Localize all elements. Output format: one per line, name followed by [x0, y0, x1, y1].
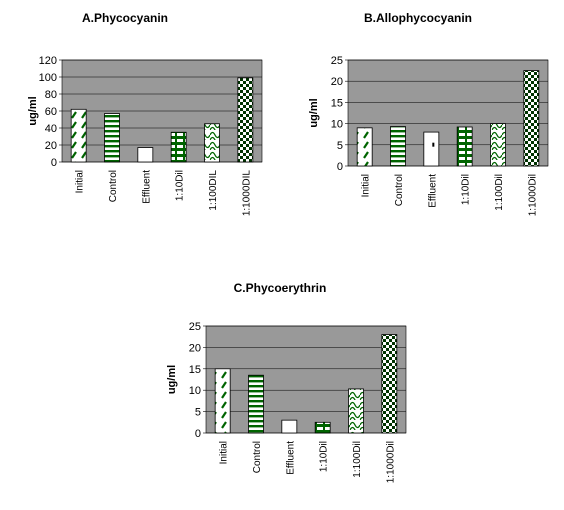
y-tick-label: 5 — [337, 140, 343, 152]
chart-title: C.Phycoerythrin — [234, 281, 327, 295]
y-tick-label: 0 — [51, 157, 57, 169]
bar-initial — [70, 108, 87, 163]
x-tick-label: Control — [108, 170, 119, 202]
bar-control — [390, 126, 406, 167]
bar-110dil — [456, 126, 473, 167]
x-tick-label: 1:1000DIL — [241, 170, 252, 217]
x-tick-label: 1:100Dil — [352, 441, 363, 478]
x-tick-label: Effluent — [285, 441, 296, 475]
x-tick-label: 1:1000Dil — [385, 441, 396, 483]
bar-effluent — [423, 131, 440, 167]
y-tick-label: 60 — [45, 106, 57, 118]
x-tick-label: Effluent — [427, 174, 438, 208]
bar-control — [248, 374, 264, 434]
bar-11000dil — [237, 77, 254, 163]
x-tick-label: 1:1000Dil — [527, 174, 538, 216]
y-tick-label: 0 — [195, 428, 201, 440]
y-axis-label: ug/ml — [166, 365, 178, 394]
x-tick-label: Initial — [219, 441, 230, 464]
chart-c-panel: C.Phycoerythrin 0 5 10 15 20 25 ug/ml Initial Con… — [140, 270, 422, 510]
bar-control — [104, 113, 120, 163]
x-tick-label: 1:10Dil — [175, 170, 186, 201]
chart-c: C.Phycoerythrin 0 5 10 15 20 25 ug/ml Initial Con… — [166, 281, 407, 483]
y-tick-label: 10 — [189, 385, 201, 397]
y-tick-label: 5 — [195, 407, 201, 419]
y-tick-label: 25 — [189, 321, 201, 333]
x-tick-label: 1:100DIL — [208, 170, 219, 211]
bar-initial — [356, 127, 373, 167]
y-tick-label: 20 — [45, 140, 57, 152]
x-tick-label: 1:10Dil — [319, 441, 330, 472]
x-tick-label: Control — [252, 441, 263, 473]
bar-effluent — [137, 147, 154, 163]
y-axis-label: ug/ml — [27, 96, 39, 125]
y-tick-label: 15 — [331, 97, 343, 109]
plot-area — [205, 325, 407, 434]
bar-1100dil — [490, 123, 506, 167]
x-tick-label: Effluent — [141, 170, 152, 204]
y-axis-label: ug/ml — [308, 98, 320, 127]
chart-a-panel: A.Phycocyanin 0 20 40 60 80 100 120 ug/ml Initial… — [0, 0, 282, 240]
y-tick-label: 0 — [337, 161, 343, 173]
y-tick-label: 20 — [331, 76, 343, 88]
bar-1100dil — [204, 123, 220, 163]
chart-title: A.Phycocyanin — [82, 11, 168, 25]
bar-110dil — [314, 421, 331, 434]
y-tick-label: 15 — [189, 364, 201, 376]
x-tick-label: Initial — [361, 174, 372, 197]
bar-initial — [214, 368, 231, 434]
bar-11000dil — [381, 334, 398, 434]
y-tick-label: 20 — [189, 342, 201, 354]
chart-b: B.Allophycocyanin 0 5 10 15 20 25 ug/ml Initial C… — [308, 11, 549, 216]
bar-11000dil — [523, 70, 540, 167]
bar-1100dil — [348, 388, 364, 434]
y-tick-label: 120 — [39, 55, 57, 67]
bar-marker — [432, 142, 435, 147]
chart-title: B.Allophycocyanin — [364, 11, 472, 25]
plot-area — [347, 59, 549, 167]
x-tick-label: Initial — [75, 170, 86, 193]
y-tick-label: 100 — [39, 72, 57, 84]
y-tick-label: 80 — [45, 89, 57, 101]
bar-110dil — [170, 131, 187, 163]
x-tick-label: Control — [394, 174, 405, 206]
x-tick-label: 1:100Dil — [494, 174, 505, 211]
y-tick-label: 40 — [45, 123, 57, 135]
y-tick-label: 25 — [331, 55, 343, 67]
bar-effluent — [281, 419, 298, 434]
chart-a: A.Phycocyanin 0 20 40 60 80 100 120 ug/ml Initial… — [27, 11, 263, 217]
chart-b-panel: B.Allophycocyanin 0 5 10 15 20 25 ug/ml Initial C… — [282, 0, 564, 240]
x-tick-label: 1:10Dil — [461, 174, 472, 205]
y-tick-label: 10 — [331, 119, 343, 131]
